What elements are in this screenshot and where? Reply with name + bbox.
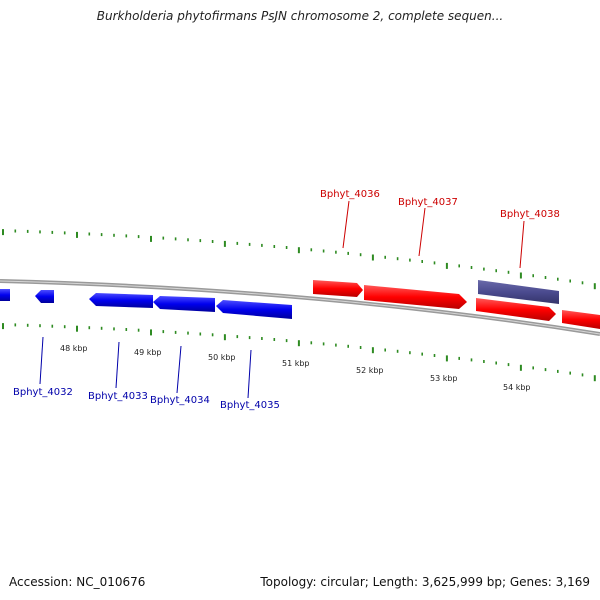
gene-arrow-bphyt-4035[interactable] [216, 300, 292, 319]
topology-summary: Topology: circular; Length: 3,625,999 bp… [260, 575, 590, 589]
callout-line-bphyt-4035 [247, 349, 252, 399]
gene-arrow-bphyt-4038[interactable] [476, 298, 556, 321]
tick-row-upper [2, 229, 596, 290]
ruler-label-50kbp: 50 kbp [208, 353, 236, 362]
gene-label-bphyt-4037[interactable]: Bphyt_4037 [398, 197, 458, 208]
gene-arrow-bphyt-4032[interactable] [35, 290, 54, 303]
gene-arrow-partial-left[interactable] [0, 289, 10, 301]
genome-backbone-inner [0, 280, 600, 335]
map-title: Burkholderia phytofirmans PsJN chromosom… [96, 9, 504, 23]
gene-arrow-partial-right[interactable] [562, 310, 600, 329]
gene-arrow-other[interactable] [478, 280, 559, 304]
callout-line-bphyt-4034 [176, 345, 182, 394]
gene-label-bphyt-4036[interactable]: Bphyt_4036 [320, 189, 380, 200]
callout-line-bphyt-4036 [342, 200, 350, 249]
gene-arrow-bphyt-4036[interactable] [313, 280, 363, 297]
ruler-label-48kbp: 48 kbp [60, 344, 88, 353]
gene-label-bphyt-4033[interactable]: Bphyt_4033 [88, 391, 148, 402]
tick-row-lower [2, 323, 596, 382]
gene-arrow-bphyt-4034[interactable] [153, 296, 215, 312]
callout-line-bphyt-4038 [519, 220, 525, 269]
callout-line-bphyt-4033 [115, 341, 120, 389]
gene-label-bphyt-4038[interactable]: Bphyt_4038 [500, 209, 560, 220]
ruler-label-53kbp: 53 kbp [430, 374, 458, 383]
ruler-label-49kbp: 49 kbp [134, 348, 162, 357]
gene-label-bphyt-4035[interactable]: Bphyt_4035 [220, 400, 280, 411]
accession-text: Accession: NC_010676 [9, 575, 146, 589]
gene-arrow-bphyt-4033[interactable] [89, 293, 153, 308]
gene-arrow-bphyt-4037[interactable] [364, 285, 467, 309]
ruler-label-52kbp: 52 kbp [356, 366, 384, 375]
callout-line-bphyt-4032 [39, 336, 44, 385]
ruler-label-51kbp: 51 kbp [282, 359, 310, 368]
gene-label-bphyt-4034[interactable]: Bphyt_4034 [150, 395, 210, 406]
callout-line-bphyt-4037 [418, 207, 426, 257]
ruler-label-54kbp: 54 kbp [503, 383, 531, 392]
gene-label-bphyt-4032[interactable]: Bphyt_4032 [13, 387, 73, 398]
